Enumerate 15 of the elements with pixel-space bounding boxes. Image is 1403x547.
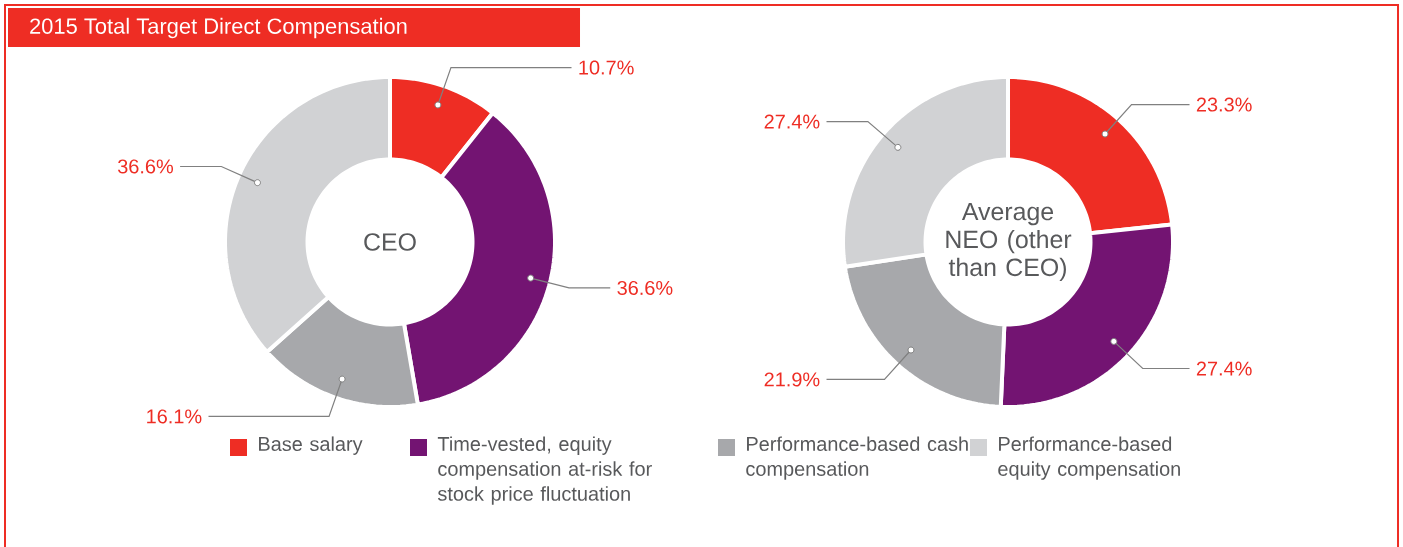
data-label: 36.6% xyxy=(117,159,174,174)
text: Average NEO (other than CEO) xyxy=(946,202,1072,282)
data-label: 21.9% xyxy=(764,372,820,387)
data-label: 23.3% xyxy=(1196,97,1252,112)
text: CEO xyxy=(364,233,416,251)
data-label: 16.1% xyxy=(147,409,202,424)
legend-label: Base salary xyxy=(259,436,363,455)
data-label: 36.6% xyxy=(617,280,673,295)
chart-title: 2015 Total Target Direct Compensation xyxy=(30,17,407,39)
data-label: 27.4% xyxy=(1196,361,1252,376)
legend-label: Performance-based cash compensation xyxy=(746,436,968,480)
legend-label: Performance-based equity compensation xyxy=(998,436,1180,480)
data-label: 10.7% xyxy=(579,60,634,75)
data-label: 27.4% xyxy=(764,114,820,129)
legend-label: Time-vested, equity compensation at-risk for stock price fluctuation xyxy=(437,436,652,505)
